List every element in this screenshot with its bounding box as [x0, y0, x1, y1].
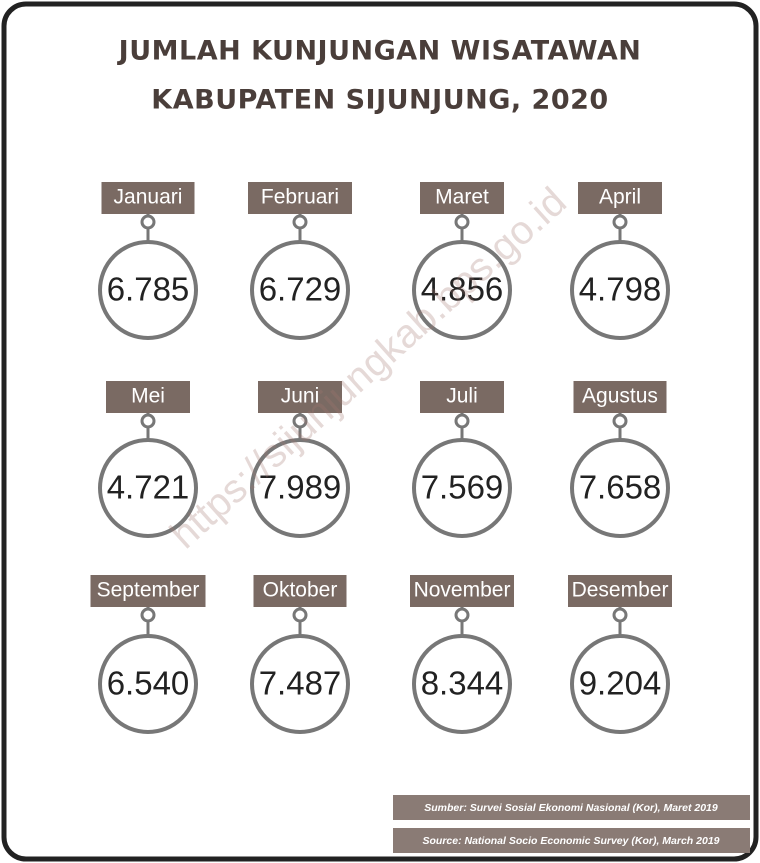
hanger-ring [612, 214, 628, 230]
month-label: September [97, 579, 200, 602]
month-value: 4.856 [421, 271, 504, 308]
title-line: KABUPATEN SIJUNJUNG, 2020 [151, 85, 608, 116]
month-label-box [253, 575, 347, 607]
month-label-box [106, 381, 190, 413]
month-value: 7.569 [421, 469, 504, 506]
month-label: Desember [572, 579, 669, 602]
month-label-box [248, 182, 352, 214]
value-circle [412, 240, 512, 340]
month-label: Agustus [582, 385, 658, 408]
hanger-ring [140, 413, 156, 429]
title-line: JUMLAH KUNJUNGAN WISATAWAN [117, 36, 642, 67]
value-circle [570, 634, 670, 734]
value-circle [98, 240, 198, 340]
hanger-ring [292, 214, 308, 230]
month-value: 4.798 [579, 271, 662, 308]
hanger-ring [612, 413, 628, 429]
month-label-box [568, 575, 672, 607]
value-circle [250, 438, 350, 538]
hanger-ring [454, 607, 470, 623]
month-label-box [578, 182, 662, 214]
month-value: 7.487 [259, 665, 342, 702]
hanger-ring [140, 214, 156, 230]
month-value: 7.989 [259, 469, 342, 506]
month-label-box [258, 381, 342, 413]
month-label: Maret [435, 186, 489, 209]
hanger-ring [454, 413, 470, 429]
value-circle [412, 438, 512, 538]
month-label-box [101, 182, 195, 214]
month-label-box [420, 182, 504, 214]
hanger-ring [292, 607, 308, 623]
source-text: Sumber: Survei Sosial Ekonomi Nasional (… [424, 802, 718, 814]
hanger-ring [140, 607, 156, 623]
month-label: April [599, 186, 641, 209]
month-label: Mei [131, 385, 165, 408]
month-label-box [90, 575, 206, 607]
month-value: 4.721 [107, 469, 190, 506]
value-circle [98, 438, 198, 538]
month-grid: Januari 6.785 Februari 6.729 Maret 4.856 April… [90, 182, 672, 734]
month-value: 7.658 [579, 469, 662, 506]
hanger-ring [292, 413, 308, 429]
value-circle [570, 240, 670, 340]
month-value: 9.204 [579, 665, 662, 702]
value-circle [250, 634, 350, 734]
month-value: 6.729 [259, 271, 342, 308]
month-label-box [420, 381, 504, 413]
value-circle [98, 634, 198, 734]
month-label: Oktober [263, 579, 338, 602]
hanger-ring [454, 214, 470, 230]
month-label-box [573, 381, 667, 413]
month-label: Juli [446, 385, 478, 408]
source-box [393, 828, 750, 853]
month-value: 6.540 [107, 665, 190, 702]
value-circle [570, 438, 670, 538]
value-circle [412, 634, 512, 734]
month-label-box [410, 575, 514, 607]
value-circle [250, 240, 350, 340]
month-value: 6.785 [107, 271, 190, 308]
source-text: Source: National Socio Economic Survey (… [423, 835, 720, 847]
month-label: November [414, 579, 511, 602]
month-label: Januari [114, 186, 183, 209]
source-box [393, 795, 750, 820]
month-label: Juni [281, 385, 320, 408]
hanger-ring [612, 607, 628, 623]
month-label: Februari [261, 186, 339, 209]
month-value: 8.344 [421, 665, 504, 702]
